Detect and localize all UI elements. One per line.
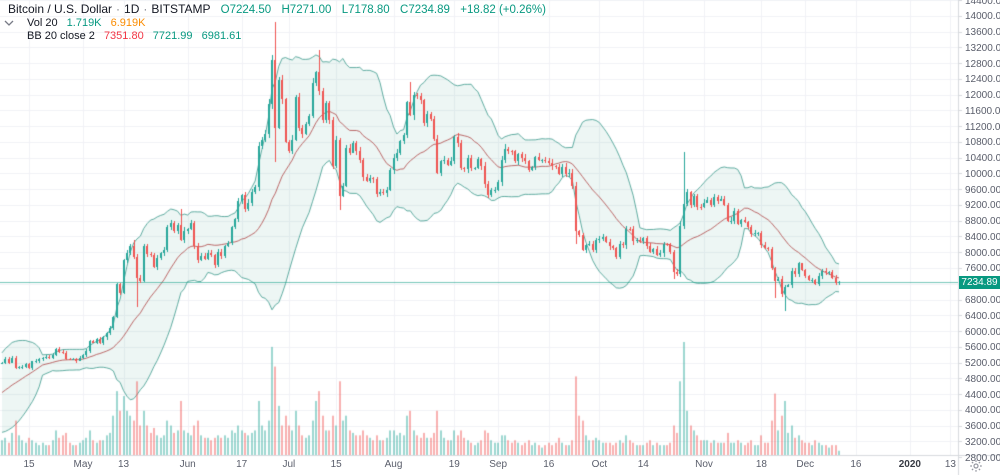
- volume-indicator-row[interactable]: Vol 20 1.719K 6.919K: [4, 17, 546, 29]
- chevron-down-icon[interactable]: [3, 18, 15, 28]
- volume-value: 1.719K: [66, 17, 102, 29]
- symbol-row[interactable]: Bitcoin / U.S. Dollar · 1D · BITSTAMP O7224.…: [8, 3, 546, 16]
- legend: Bitcoin / U.S. Dollar · 1D · BITSTAMP O7224.…: [4, 3, 546, 43]
- time-tick-label: 2020: [898, 459, 921, 470]
- symbol-title: Bitcoin / U.S. Dollar: [8, 2, 113, 16]
- price-tick-label: 11200.00: [965, 121, 1000, 133]
- time-tick-label: 15: [23, 459, 35, 470]
- time-tick-label: 17: [236, 459, 248, 470]
- interval-label: 1D: [124, 2, 140, 16]
- price-tick-label: 10800.00: [965, 137, 1000, 149]
- time-tick-label: May: [73, 459, 93, 470]
- time-tick-label: Jul: [282, 459, 296, 470]
- current-price-label: 7234.89: [959, 275, 1000, 289]
- price-tick-label: 14400.00: [965, 0, 1000, 7]
- price-tick-label: 3200.00: [965, 436, 1000, 448]
- time-tick-label: Dec: [796, 459, 815, 470]
- time-axis[interactable]: 15 May 13 Jun 17 Jul 15 Aug 19 Sep 16 Oct 14 Nov 18 Dec…: [0, 455, 958, 475]
- time-tick-label: 16: [850, 459, 862, 470]
- price-tick-label: 4000.00: [965, 405, 1000, 417]
- price-tick-label: 6000.00: [965, 326, 1000, 338]
- time-tick-label: 13: [944, 459, 956, 470]
- price-tick-label: 3600.00: [965, 421, 1000, 433]
- price-tick-label: 8000.00: [965, 247, 1000, 259]
- ohlc-high: H7271.00: [281, 4, 332, 16]
- price-tick-label: 5600.00: [965, 342, 1000, 354]
- price-tick-label: 4400.00: [965, 389, 1000, 401]
- price-tick-label: 9600.00: [965, 184, 1000, 196]
- price-tick-label: 12400.00: [965, 74, 1000, 86]
- price-tick-label: 7600.00: [965, 263, 1000, 275]
- price-tick-label: 13200.00: [965, 42, 1000, 54]
- price-tick-label: 4800.00: [965, 373, 1000, 385]
- time-tick-label: 16: [543, 459, 555, 470]
- time-tick-label: Aug: [384, 459, 403, 470]
- ohlc-low: L7178.80: [341, 4, 390, 16]
- separator-dot: ·: [143, 2, 148, 16]
- time-tick-label: 19: [448, 459, 460, 470]
- bb-lower-value: 6981.61: [201, 30, 242, 42]
- bb-upper-value: 7721.99: [152, 30, 193, 42]
- price-tick-label: 14000.00: [965, 11, 1000, 23]
- bb-indicator-label: BB 20 close 2: [27, 30, 95, 42]
- price-tick-label: 8800.00: [965, 216, 1000, 228]
- separator-dot: ·: [116, 2, 121, 16]
- time-tick-label: 13: [117, 459, 130, 470]
- price-tick-label: 2800.00: [965, 452, 1000, 464]
- time-tick-label: 18: [755, 459, 767, 470]
- price-tick-label: 5200.00: [965, 358, 1000, 370]
- price-tick-label: 9200.00: [965, 200, 1000, 212]
- ohlc-open: O7224.50: [220, 4, 272, 16]
- price-tick-label: 12800.00: [965, 58, 1000, 70]
- bb-indicator-row[interactable]: BB 20 close 2 7351.80 7721.99 6981.61: [8, 30, 546, 42]
- price-tick-label: 10400.00: [965, 153, 1000, 165]
- exchange-label: BITSTAMP: [151, 2, 211, 16]
- time-tick-label: Jun: [179, 459, 196, 470]
- bb-basis-value: 7351.80: [103, 30, 144, 42]
- time-tick-label: Nov: [695, 459, 713, 470]
- gear-icon[interactable]: [969, 459, 983, 473]
- time-tick-label: Sep: [489, 459, 508, 470]
- price-tick-label: 8400.00: [965, 231, 1000, 243]
- volume-ma-value: 6.919K: [110, 17, 146, 29]
- time-tick-label: 15: [330, 459, 342, 470]
- time-tick-label: 14: [637, 459, 649, 470]
- price-tick-label: 6400.00: [965, 310, 1000, 322]
- time-tick-label: Oct: [591, 459, 608, 470]
- price-tick-label: 6800.00: [965, 295, 1000, 307]
- price-tick-label: 12000.00: [965, 90, 1000, 102]
- volume-indicator-label: Vol 20: [27, 17, 58, 29]
- price-tick-label: 11600.00: [965, 105, 1000, 117]
- price-change: +18.82 (+0.26%): [460, 4, 546, 16]
- price-axis[interactable]: 2800.00 3200.00 3600.00 4000.00 4400.00 4800.…: [959, 0, 1000, 475]
- ohlc-close: C7234.89: [400, 4, 450, 16]
- price-tick-label: 13600.00: [965, 27, 1000, 39]
- price-tick-label: 10000.00: [965, 168, 1000, 180]
